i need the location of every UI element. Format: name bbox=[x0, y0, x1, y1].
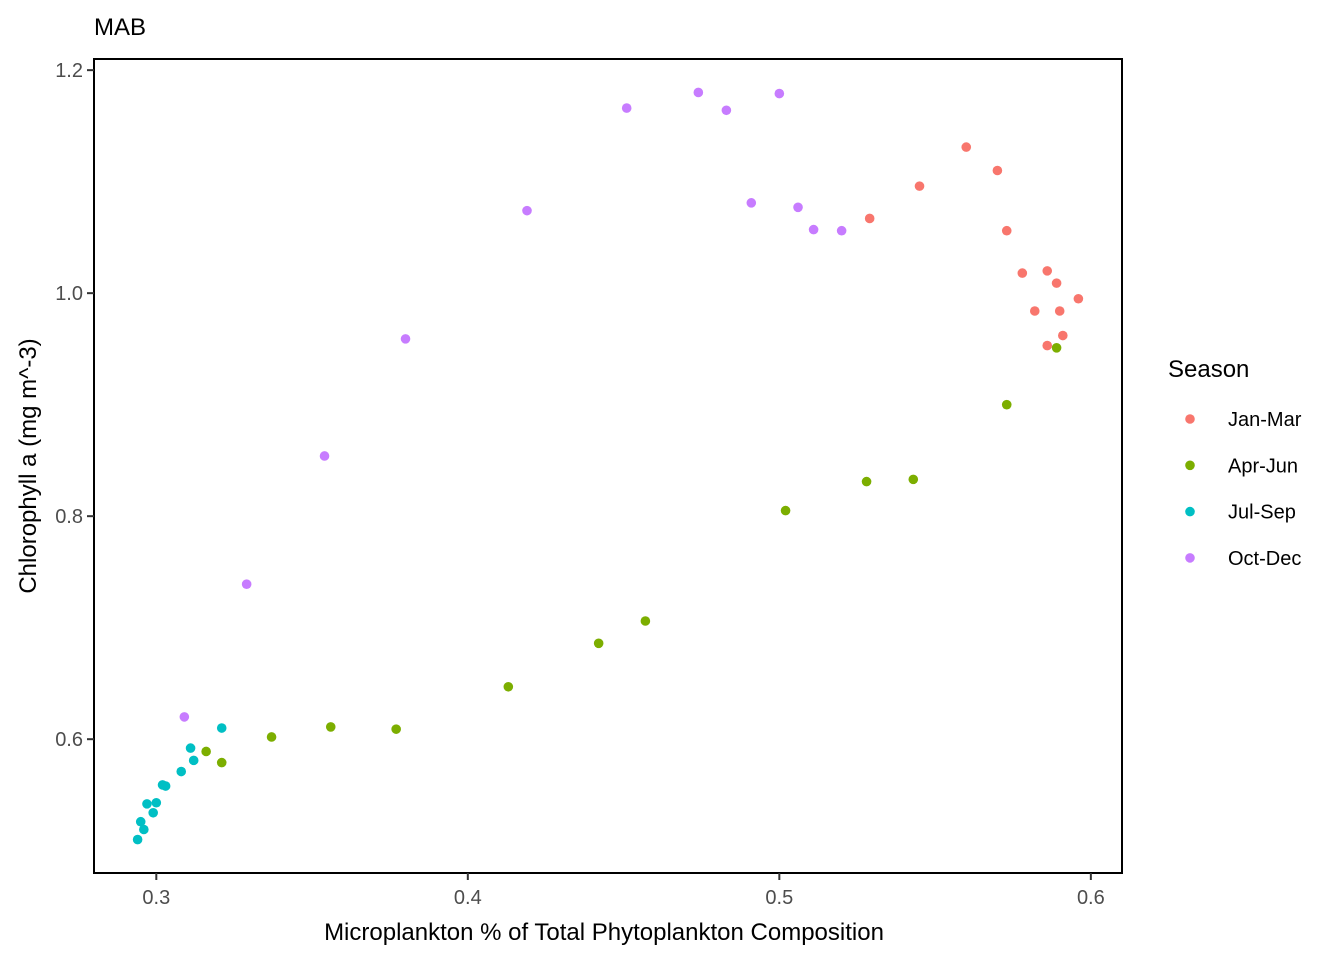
data-points bbox=[132, 87, 1084, 845]
data-point bbox=[503, 681, 514, 692]
y-tick-label: 1.0 bbox=[55, 283, 83, 305]
legend-title: Season bbox=[1168, 356, 1249, 383]
chart-title: MAB bbox=[94, 14, 146, 41]
data-point bbox=[216, 723, 227, 733]
data-point bbox=[961, 142, 972, 152]
legend-key bbox=[1185, 553, 1195, 563]
data-point bbox=[188, 755, 199, 766]
legend-key bbox=[1185, 414, 1195, 424]
data-point bbox=[836, 225, 847, 236]
legend-key bbox=[1185, 506, 1195, 517]
data-point bbox=[1042, 266, 1053, 276]
data-point bbox=[160, 781, 171, 791]
data-point bbox=[864, 213, 875, 224]
data-point bbox=[1001, 225, 1012, 236]
data-point bbox=[640, 616, 651, 626]
data-point bbox=[266, 732, 277, 742]
data-point bbox=[780, 505, 791, 516]
data-point bbox=[216, 757, 227, 768]
y-tick-label: 0.8 bbox=[55, 506, 83, 528]
data-point bbox=[135, 816, 146, 827]
data-point bbox=[908, 474, 919, 485]
data-point bbox=[148, 807, 158, 818]
x-tick-label: 0.4 bbox=[454, 887, 482, 909]
x-tick-label: 0.3 bbox=[142, 887, 170, 909]
data-point bbox=[1058, 330, 1068, 341]
data-point bbox=[1054, 306, 1065, 316]
data-point bbox=[325, 722, 336, 732]
data-point bbox=[593, 638, 604, 649]
data-point bbox=[319, 451, 330, 461]
y-axis-title: Chlorophyll a (mg m^-3) bbox=[15, 338, 42, 593]
y-tick-label: 0.6 bbox=[55, 729, 83, 751]
x-axis-title: Microplankton % of Total Phytoplankton C… bbox=[324, 919, 884, 946]
legend: Season Jan-Mar Apr-Jun Jul-Sep Oct-Dec bbox=[1168, 356, 1302, 570]
data-point bbox=[1051, 343, 1062, 353]
data-point bbox=[861, 476, 872, 487]
data-point bbox=[176, 766, 187, 777]
y-axis: 0.6 0.8 1.0 1.2 bbox=[55, 60, 94, 751]
data-point bbox=[241, 579, 252, 589]
data-point bbox=[746, 198, 757, 208]
data-point bbox=[391, 724, 401, 734]
data-point bbox=[132, 834, 143, 845]
data-point bbox=[201, 746, 211, 757]
data-point bbox=[142, 799, 152, 809]
legend-key bbox=[1185, 460, 1195, 471]
data-point bbox=[139, 824, 149, 835]
data-point bbox=[992, 165, 1003, 176]
data-point bbox=[151, 797, 162, 808]
data-point bbox=[808, 224, 819, 235]
legend-label: Oct-Dec bbox=[1228, 548, 1301, 570]
data-point bbox=[522, 205, 532, 216]
plot-panel bbox=[93, 58, 1123, 874]
data-point bbox=[1017, 268, 1028, 278]
data-point bbox=[693, 87, 704, 98]
data-point bbox=[1029, 306, 1040, 316]
y-tick-label: 1.2 bbox=[55, 60, 83, 82]
data-point bbox=[1073, 293, 1084, 304]
x-tick-label: 0.6 bbox=[1077, 887, 1105, 909]
x-tick-label: 0.5 bbox=[765, 887, 793, 909]
data-point bbox=[621, 103, 632, 113]
legend-label: Apr-Jun bbox=[1228, 455, 1298, 477]
x-axis: 0.3 0.4 0.5 0.6 bbox=[142, 873, 1105, 909]
data-point bbox=[793, 202, 803, 213]
data-point bbox=[1042, 340, 1053, 351]
data-point bbox=[774, 88, 785, 99]
legend-label: Jan-Mar bbox=[1228, 409, 1302, 431]
data-point bbox=[721, 105, 732, 116]
data-point bbox=[1051, 278, 1062, 288]
data-point bbox=[185, 743, 196, 753]
data-point bbox=[400, 334, 411, 344]
data-point bbox=[179, 712, 190, 722]
data-point bbox=[1001, 399, 1012, 410]
data-point bbox=[914, 181, 925, 191]
legend-label: Jul-Sep bbox=[1228, 502, 1296, 524]
legend-items: Jan-Mar Apr-Jun Jul-Sep Oct-Dec bbox=[1185, 409, 1302, 570]
